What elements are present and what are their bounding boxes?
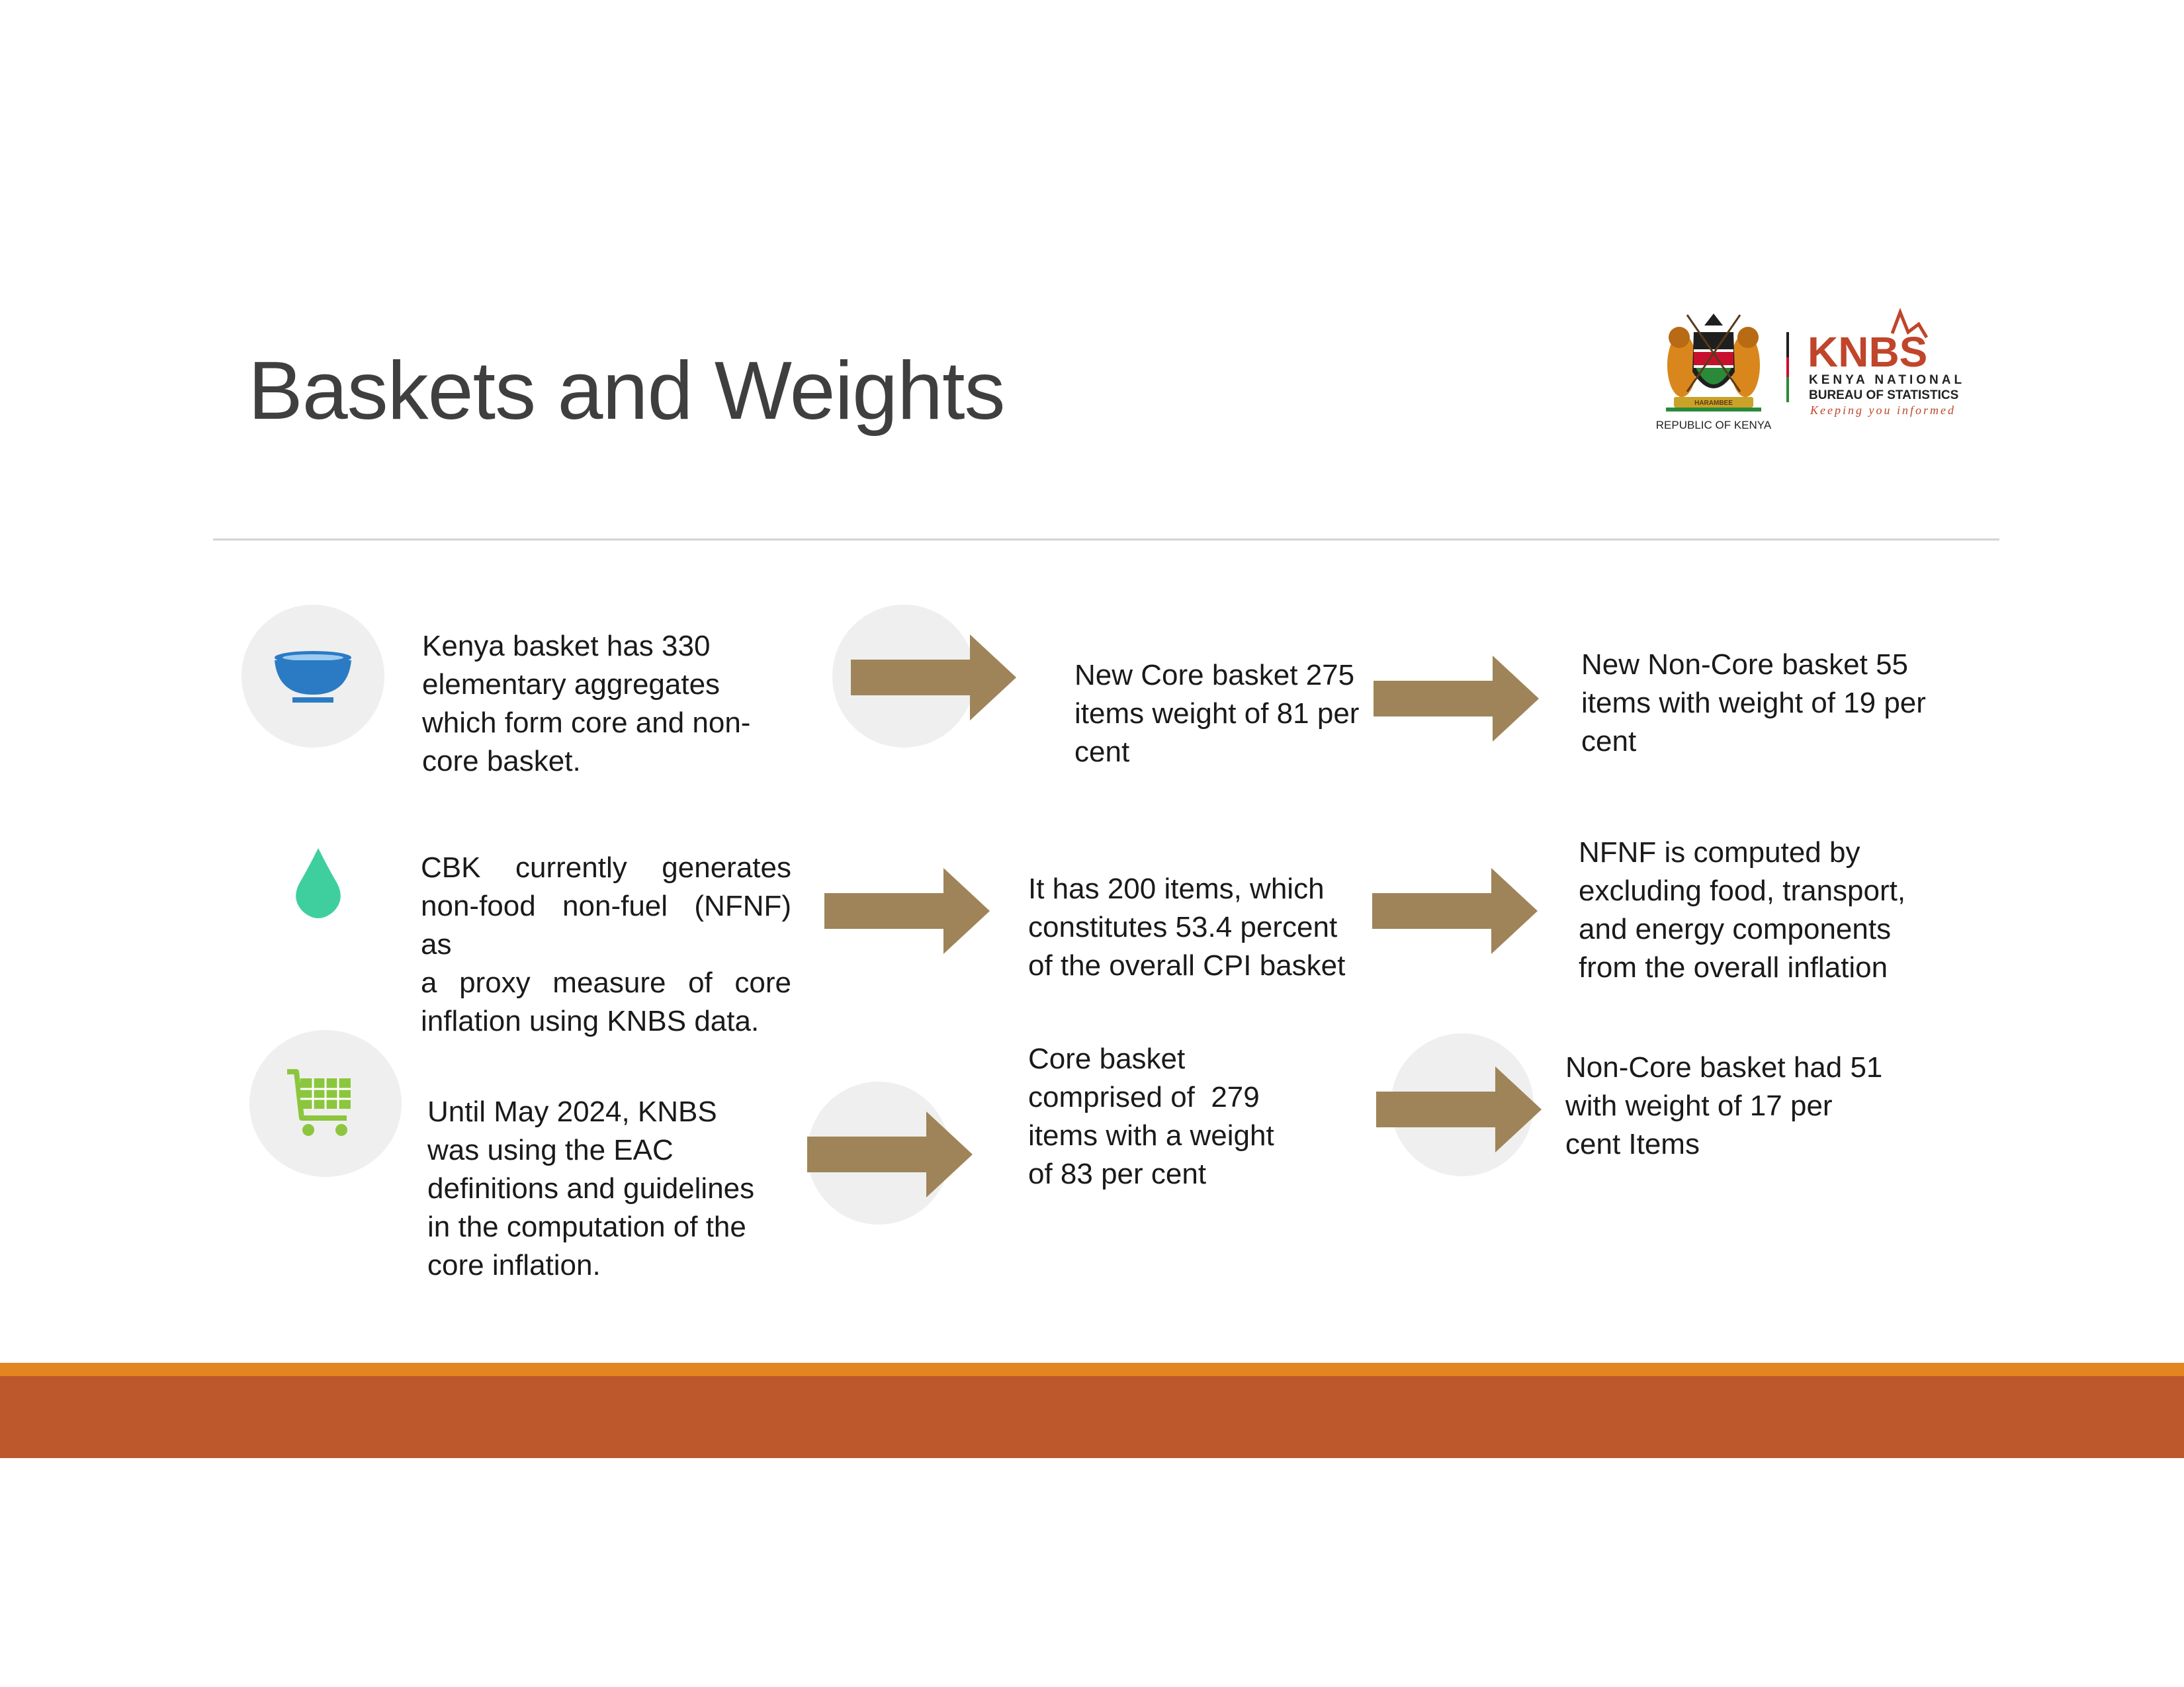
org-line-1: KENYA NATIONAL bbox=[1809, 373, 1965, 387]
row1-lead-text: Kenya basket has 330 elementary aggregat… bbox=[422, 630, 751, 777]
row3-right-text: Non-Core basket had 51 with weight of 17… bbox=[1565, 1051, 1883, 1160]
drop-icon bbox=[296, 848, 341, 918]
arrow-right-icon bbox=[851, 634, 1016, 720]
republic-label: REPUBLIC OF KENYA bbox=[1656, 419, 1772, 431]
row2-middle-text: It has 200 items, which constitutes 53.4… bbox=[1028, 873, 1346, 982]
org-line-2: BUREAU OF STATISTICS bbox=[1809, 388, 1958, 402]
knbs-wordmark: KNBS bbox=[1808, 328, 1927, 376]
bowl-icon bbox=[275, 651, 351, 703]
arrow-right-icon bbox=[807, 1111, 973, 1197]
page-title: Baskets and Weights bbox=[248, 345, 1006, 437]
arrow-right-icon bbox=[824, 868, 990, 954]
row1-middle-text: New Core basket 275 items weight of 81 p… bbox=[1074, 659, 1360, 768]
row3-middle-text: Core basket comprised of 279 items with … bbox=[1028, 1043, 1274, 1190]
row2-right-text: NFNF is computed by excluding food, tran… bbox=[1579, 836, 1906, 984]
row1-right-text: New Non-Core basket 55 items with weight… bbox=[1581, 648, 1926, 757]
row3-lead-text: Until May 2024, KNBS was using the EAC d… bbox=[427, 1096, 755, 1281]
tagline: Keeping you informed bbox=[1810, 404, 1956, 417]
arrow-right-icon bbox=[1376, 1066, 1542, 1152]
title-divider bbox=[213, 539, 1999, 541]
arrow-right-icon bbox=[1374, 656, 1539, 742]
coat-of-arms-icon: HARAMBEE REPUBLIC OF KENYA KNBS KENYA NA… bbox=[1656, 308, 1965, 431]
arrow-right-icon bbox=[1372, 868, 1538, 954]
row2-lead-text: CBK currently generates non-food non-fue… bbox=[421, 851, 791, 1037]
motto-banner: HARAMBEE bbox=[1694, 400, 1733, 407]
footer-band bbox=[0, 1376, 2184, 1458]
cart-icon bbox=[287, 1069, 351, 1136]
footer-band-accent bbox=[0, 1363, 2184, 1376]
knbs-logo: HARAMBEE REPUBLIC OF KENYA KNBS KENYA NA… bbox=[1654, 306, 1972, 438]
